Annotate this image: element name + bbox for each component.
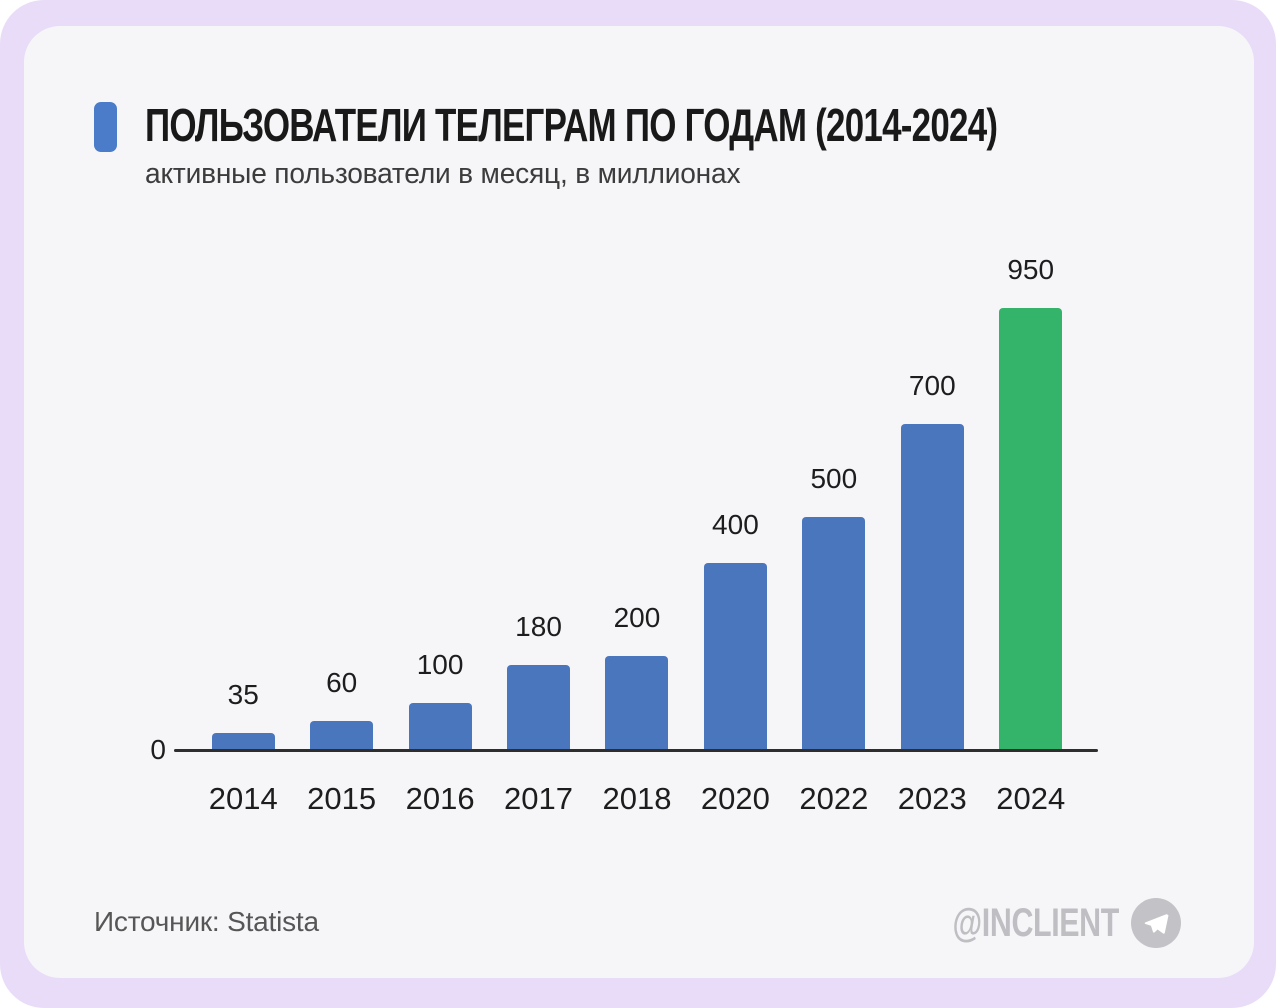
bar-value-label: 200 bbox=[613, 602, 661, 633]
x-axis-labels: 2014 2015 2016 2017 2018 2020 2022 2023 2024 bbox=[194, 780, 1080, 818]
infographic-card: ПОЛЬЗОВАТЕЛИ ТЕЛЕГРАМ ПО ГОДАМ (2014-202… bbox=[24, 26, 1254, 978]
x-axis-label: 2022 bbox=[799, 781, 869, 816]
bar-slot: 500 bbox=[785, 229, 883, 749]
bar-2022 bbox=[802, 517, 866, 749]
x-axis-label: 2024 bbox=[996, 781, 1066, 816]
bar-value-label: 950 bbox=[1007, 254, 1055, 285]
bar-value-label: 35 bbox=[227, 679, 259, 710]
bar-slot: 700 bbox=[883, 229, 981, 749]
bars-row: 35 60 100 180 200 400 500 700 950 bbox=[194, 229, 1080, 749]
bar-slot: 60 bbox=[292, 229, 390, 749]
bar-chart: 35 60 100 180 200 400 500 700 950 0 2014 2015 2016… bbox=[24, 26, 1254, 978]
bar-2020 bbox=[703, 563, 767, 749]
bar-value-label: 700 bbox=[908, 370, 956, 401]
x-axis-label: 2014 bbox=[208, 781, 278, 816]
source-credit: Источник: Statista bbox=[94, 906, 319, 937]
bar-2014 bbox=[211, 733, 275, 749]
bar-slot: 180 bbox=[489, 229, 587, 749]
watermark-handle: @INCLIENT bbox=[952, 900, 1120, 945]
bar-value-label: 100 bbox=[416, 649, 464, 680]
x-axis-label: 2020 bbox=[700, 781, 770, 816]
title-accent-bar bbox=[94, 102, 117, 152]
bar-value-label: 500 bbox=[810, 463, 858, 494]
bar-slot: 100 bbox=[391, 229, 489, 749]
bar-slot: 400 bbox=[686, 229, 784, 749]
bar-2016 bbox=[408, 703, 472, 749]
bar-value-label: 60 bbox=[326, 667, 358, 698]
x-axis-label: 2017 bbox=[504, 781, 574, 816]
bar-2018 bbox=[605, 656, 669, 749]
bar-slot: 950 bbox=[982, 229, 1080, 749]
y-axis-zero-label: 0 bbox=[150, 734, 166, 765]
bar-value-label: 400 bbox=[712, 509, 759, 540]
bar-2023 bbox=[900, 424, 964, 749]
telegram-plane-icon bbox=[1131, 898, 1181, 948]
x-axis-label: 2016 bbox=[405, 781, 475, 816]
chart-subtitle: активные пользователи в месяц, в миллион… bbox=[145, 158, 741, 190]
x-axis-label: 2018 bbox=[602, 781, 672, 816]
x-axis-line bbox=[174, 749, 1098, 752]
bar-slot: 35 bbox=[194, 229, 292, 749]
x-axis-label: 2015 bbox=[307, 781, 377, 816]
x-axis-label: 2023 bbox=[897, 781, 967, 816]
watermark: @INCLIENT bbox=[900, 898, 1181, 948]
bar-slot: 200 bbox=[588, 229, 686, 749]
bar-2024 bbox=[999, 308, 1063, 749]
bar-value-label: 180 bbox=[515, 611, 562, 642]
chart-title: ПОЛЬЗОВАТЕЛИ ТЕЛЕГРАМ ПО ГОДАМ (2014-202… bbox=[145, 99, 998, 151]
bar-2017 bbox=[507, 665, 571, 749]
bar-2015 bbox=[310, 721, 374, 749]
